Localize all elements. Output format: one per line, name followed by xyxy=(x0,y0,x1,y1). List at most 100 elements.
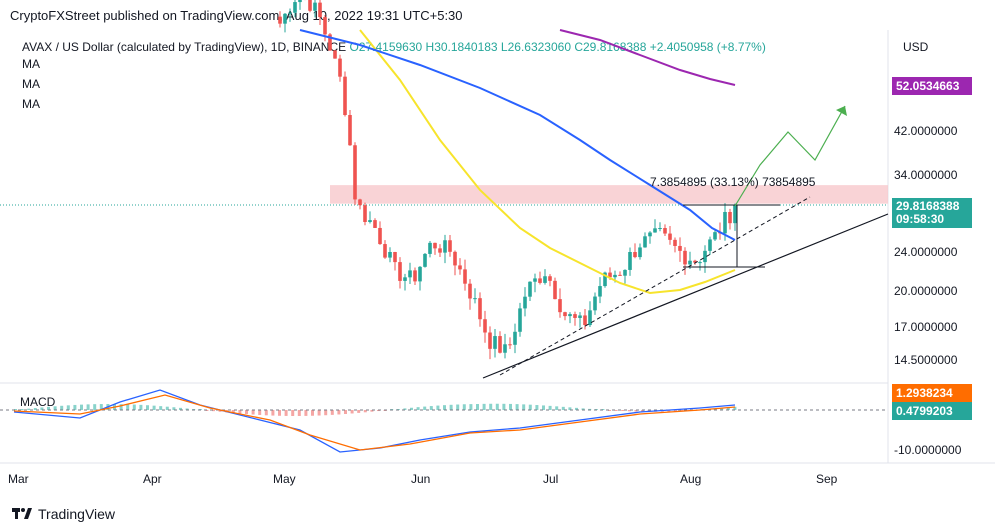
macd-histogram-bar xyxy=(139,404,143,410)
candle-body xyxy=(528,281,532,297)
candle-body xyxy=(278,16,282,24)
macd-histogram-bar xyxy=(403,408,407,410)
candle-body xyxy=(468,283,472,299)
macd-histogram-bar xyxy=(548,405,552,410)
time-tick: May xyxy=(273,472,296,486)
currency-label[interactable]: USD xyxy=(903,40,929,54)
macd-histogram-bar xyxy=(627,410,631,412)
macd-histogram-bar xyxy=(502,403,506,410)
macd-histogram-bar xyxy=(370,410,374,412)
candle-body xyxy=(398,262,402,281)
candle-body xyxy=(578,315,582,318)
candle-body xyxy=(643,236,647,248)
ma-legend-3[interactable]: MA xyxy=(22,97,40,111)
candle-body xyxy=(293,2,297,13)
macd-histogram-bar xyxy=(311,410,314,416)
candle-body xyxy=(463,269,467,284)
candle-body xyxy=(493,336,497,349)
candle-body xyxy=(438,248,442,253)
candle-body xyxy=(728,211,732,224)
candle-body xyxy=(628,252,632,270)
candle-body xyxy=(483,319,487,333)
macd-histogram-bar xyxy=(86,404,90,410)
candle-body xyxy=(593,296,597,311)
macd-histogram-bar xyxy=(291,410,295,416)
publisher-line: CryptoFXStreet published on TradingView.… xyxy=(10,8,463,23)
last-price-badge: 29.8168388 09:58:30 xyxy=(892,198,972,228)
macd-histogram-bar xyxy=(258,410,262,415)
macd-histogram-bar xyxy=(251,410,255,415)
macd-histogram-bar xyxy=(238,410,242,414)
macd-histogram-bar xyxy=(614,410,618,411)
candle-body xyxy=(458,265,462,270)
candle-body xyxy=(383,244,387,258)
macd-histogram-bar xyxy=(350,410,354,414)
candle-body xyxy=(403,277,407,281)
symbol-legend: AVAX / US Dollar (calculated by TradingV… xyxy=(22,40,766,54)
macd-histogram-bar xyxy=(284,410,288,416)
candle-body xyxy=(523,296,527,309)
countdown-value: 09:58:30 xyxy=(896,212,945,226)
candle-body xyxy=(723,211,727,234)
ma-legend-1[interactable]: MA xyxy=(22,57,40,71)
macd-histogram-bar xyxy=(621,410,625,411)
last-price-value: 29.8168388 xyxy=(896,199,960,213)
macd-histogram-bar xyxy=(80,404,83,410)
macd-histogram-bar xyxy=(132,404,136,410)
tradingview-brand: TradingView xyxy=(38,506,116,522)
time-tick: Jun xyxy=(411,472,431,486)
time-tick: Sep xyxy=(816,472,838,486)
macd-histogram-bar xyxy=(449,404,453,410)
macd-histogram-bar xyxy=(245,410,248,415)
candle-body xyxy=(328,34,332,51)
time-tick: Apr xyxy=(143,472,162,486)
price-tick: 42.0000000 xyxy=(894,124,958,138)
candle-body xyxy=(568,314,572,317)
candle-body xyxy=(363,205,367,222)
macd-histogram-bar xyxy=(581,408,585,410)
candle-body xyxy=(513,331,517,345)
price-tick: 20.0000000 xyxy=(894,284,958,298)
candle-body xyxy=(433,242,437,249)
macd-histogram-bar xyxy=(20,409,24,410)
candle-body xyxy=(583,315,587,326)
macd-tick: -10.0000000 xyxy=(894,443,962,457)
macd-histogram-bar xyxy=(561,406,565,410)
candle-body xyxy=(573,314,577,318)
macd-label[interactable]: MACD xyxy=(20,395,56,409)
macd-histogram-bar xyxy=(53,406,57,410)
macd-histogram-bar xyxy=(555,406,559,410)
macd-histogram-bar xyxy=(462,404,466,410)
candle-body xyxy=(378,227,382,245)
macd-histogram-bar xyxy=(14,409,17,410)
macd-histogram-bar xyxy=(568,407,572,410)
candle-body xyxy=(288,12,292,14)
candle-body xyxy=(308,0,312,11)
macd-histogram-bar xyxy=(469,404,473,410)
symbol-title[interactable]: AVAX / US Dollar (calculated by TradingV… xyxy=(22,40,347,54)
candle-body xyxy=(668,233,672,240)
candle-body xyxy=(603,272,607,287)
candle-body xyxy=(633,252,637,258)
projection-arrowhead xyxy=(836,106,847,116)
candle-body xyxy=(703,250,707,263)
macd-histogram-bar xyxy=(99,404,103,410)
candle-body xyxy=(368,220,372,222)
macd-histogram-bar xyxy=(47,406,50,410)
resistance-zone xyxy=(330,185,888,204)
tradingview-logo[interactable]: TradingView xyxy=(12,506,115,522)
ma-legend-2[interactable]: MA xyxy=(22,77,40,91)
macd-histogram-bar xyxy=(27,408,31,410)
candle-body xyxy=(393,251,397,263)
ohlc-values: O27.4159630 H30.1840183 L26.6323060 C29.… xyxy=(349,40,766,54)
candle-body xyxy=(598,286,602,297)
candle-body xyxy=(428,242,432,254)
macd-histogram-bar xyxy=(165,406,169,410)
macd-histogram-bar xyxy=(608,410,611,411)
projection-path xyxy=(734,105,846,207)
macd-histogram-bar xyxy=(344,410,347,414)
macd-histogram-bar xyxy=(410,407,413,410)
macd-histogram-bar xyxy=(357,410,361,413)
macd-histogram-bar xyxy=(152,405,156,410)
